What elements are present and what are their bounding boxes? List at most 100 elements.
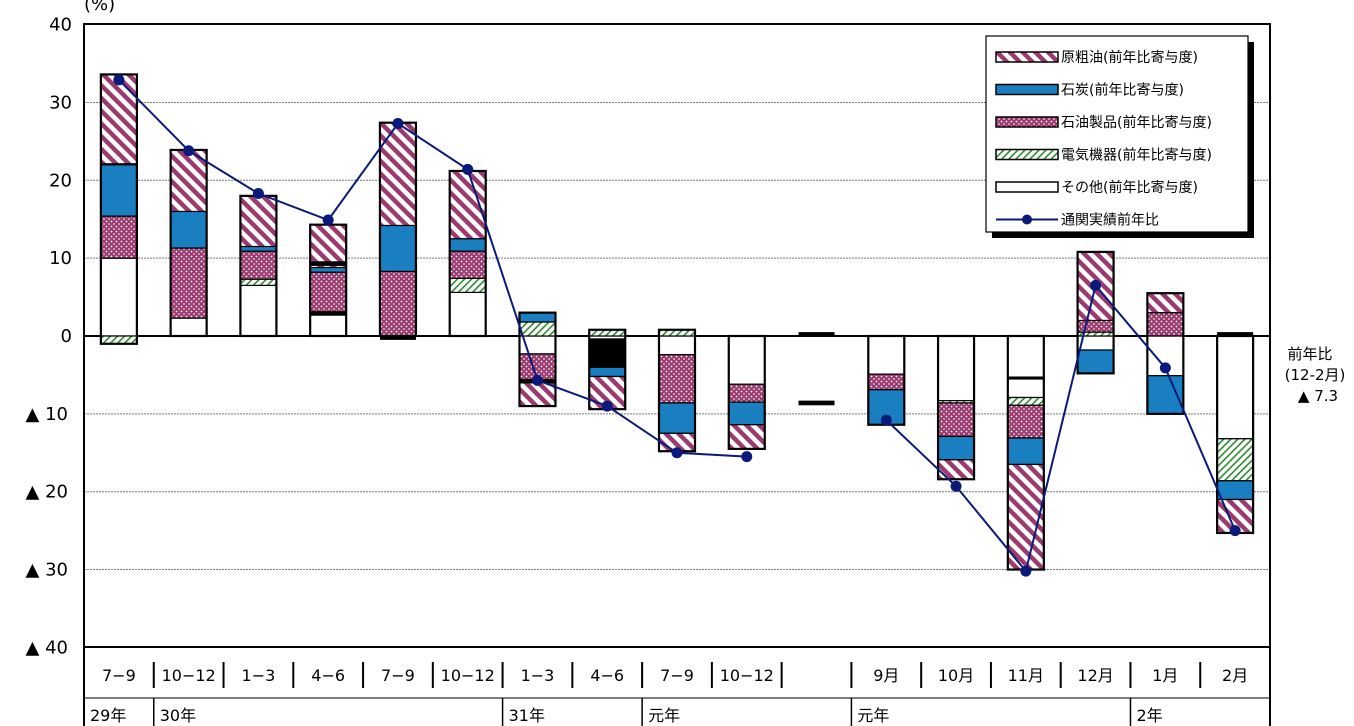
bar-segment-other [170,317,208,337]
line-point [531,374,543,386]
line-point [322,214,334,226]
category-label: 10−12 [441,666,495,685]
bar-segment-other [239,284,278,337]
y-tick-label: 20 [49,170,72,191]
category-label: 9月 [873,666,899,685]
bar-segment-coal [1076,349,1115,374]
y-tick-label: ▲ 40 [26,637,68,658]
bar-segment-other [1007,335,1045,399]
bar-segment-crude [379,122,417,227]
bar-segment-black [310,311,347,316]
legend-swatch-products [995,116,1059,128]
y-tick-label: 30 [49,92,72,113]
line-point [1090,279,1102,291]
bar-segment-elec [449,277,487,294]
year-label: 元年 [857,706,889,725]
category-label: 2月 [1222,666,1248,685]
side-note-value: ▲ 7.3 [1298,387,1338,405]
category-label: 1−3 [242,666,276,685]
legend-box [985,35,1249,233]
category-label: 12月 [1077,666,1113,685]
bar-segment-other [728,335,766,385]
side-note-period: (12-2月) [1285,366,1346,384]
legend-label: 原粗油(前年比寄与度) [1061,49,1198,66]
bar-segment-coal [100,164,138,217]
bar-segment-black [1217,332,1254,336]
line-path [885,283,1237,574]
legend-label: 石炭(前年比寄与度) [1061,82,1184,99]
legend-swatch-crude [995,51,1059,63]
bar-segment-elec [239,278,278,286]
bar-segment-coal [937,435,975,461]
line-point [601,400,613,412]
line-point [183,145,195,157]
category-label: 1月 [1152,666,1178,685]
legend-label: 石油製品(前年比寄与度) [1061,114,1212,131]
line-point [1229,525,1241,537]
line-point [1159,362,1171,374]
bar-segment-products [1076,319,1115,333]
bar-segment-elec [100,335,138,345]
bar-outline [518,311,557,408]
legend-label: 電気機器(前年比寄与度) [1061,147,1212,164]
bar-segment-products [1146,312,1184,337]
line-point [392,117,404,129]
bar-segment-coal [309,266,347,273]
bar-segment-crude [728,424,766,450]
bar-segment-coal [728,401,766,426]
category-label: 10月 [938,666,974,685]
y-tick-label: 10 [49,248,72,269]
category-label: 7−9 [102,666,136,685]
bar-segment-products [658,354,696,404]
bar-segment-crude [1146,292,1184,314]
bar-segment-other [449,291,487,337]
line-path [118,79,747,458]
bar-segment-products [1007,404,1045,439]
bar-segment-other [1216,335,1254,440]
bar-segment-coal [379,224,417,272]
legend-label: 通関実績前年比 [1061,212,1159,229]
bar-outline [1146,292,1185,415]
year-label: 元年 [648,706,680,725]
bar-segment-products [379,270,417,337]
y-tick-label: 40 [49,15,72,36]
bar-segment-coal [170,210,208,249]
bar-segment-coal [1007,437,1045,466]
bar-segment-products [239,250,278,280]
line-point [950,480,962,492]
year-label: 30年 [160,706,196,725]
line-point [462,163,474,175]
bar-segment-other [100,257,138,337]
y-axis-ticks: 40 30 20 10 0 ▲ 10 ▲ 20 ▲ 30 ▲ 40 [26,15,72,659]
year-label: 2年 [1136,706,1162,725]
category-label: 10−12 [162,666,216,685]
bar-segment-crude [100,73,138,166]
bar-segment-black [589,338,626,368]
legend-swatch-coal [995,83,1059,96]
category-label: 7−9 [660,666,694,685]
bar-segment-coal [239,245,278,252]
y-unit-label: (%) [84,0,115,15]
y-tick-label: ▲ 30 [26,560,68,581]
bar-segment-coal [518,312,557,323]
bar-segment-coal [658,402,696,434]
year-label: 29年 [90,706,126,725]
legend-swatch-other [995,181,1059,193]
year-label: 31年 [509,706,545,725]
bar-segment-other [658,335,696,356]
line-point [252,188,264,200]
bar-segment-products [100,215,138,259]
line-point [671,447,683,459]
bar-segment-crude [937,459,975,480]
bar-segment-elec [518,321,557,337]
bar-segment-black [310,261,347,266]
bar-segment-black [379,336,416,340]
bar-outline [1076,250,1115,375]
line-series [113,74,1241,577]
side-note: 前年比 (12-2月) ▲ 7.3 [1285,345,1346,405]
side-note-title: 前年比 [1287,345,1332,363]
bar-segment-black [100,163,137,166]
bar-outline [727,334,766,450]
line-point [880,414,892,426]
